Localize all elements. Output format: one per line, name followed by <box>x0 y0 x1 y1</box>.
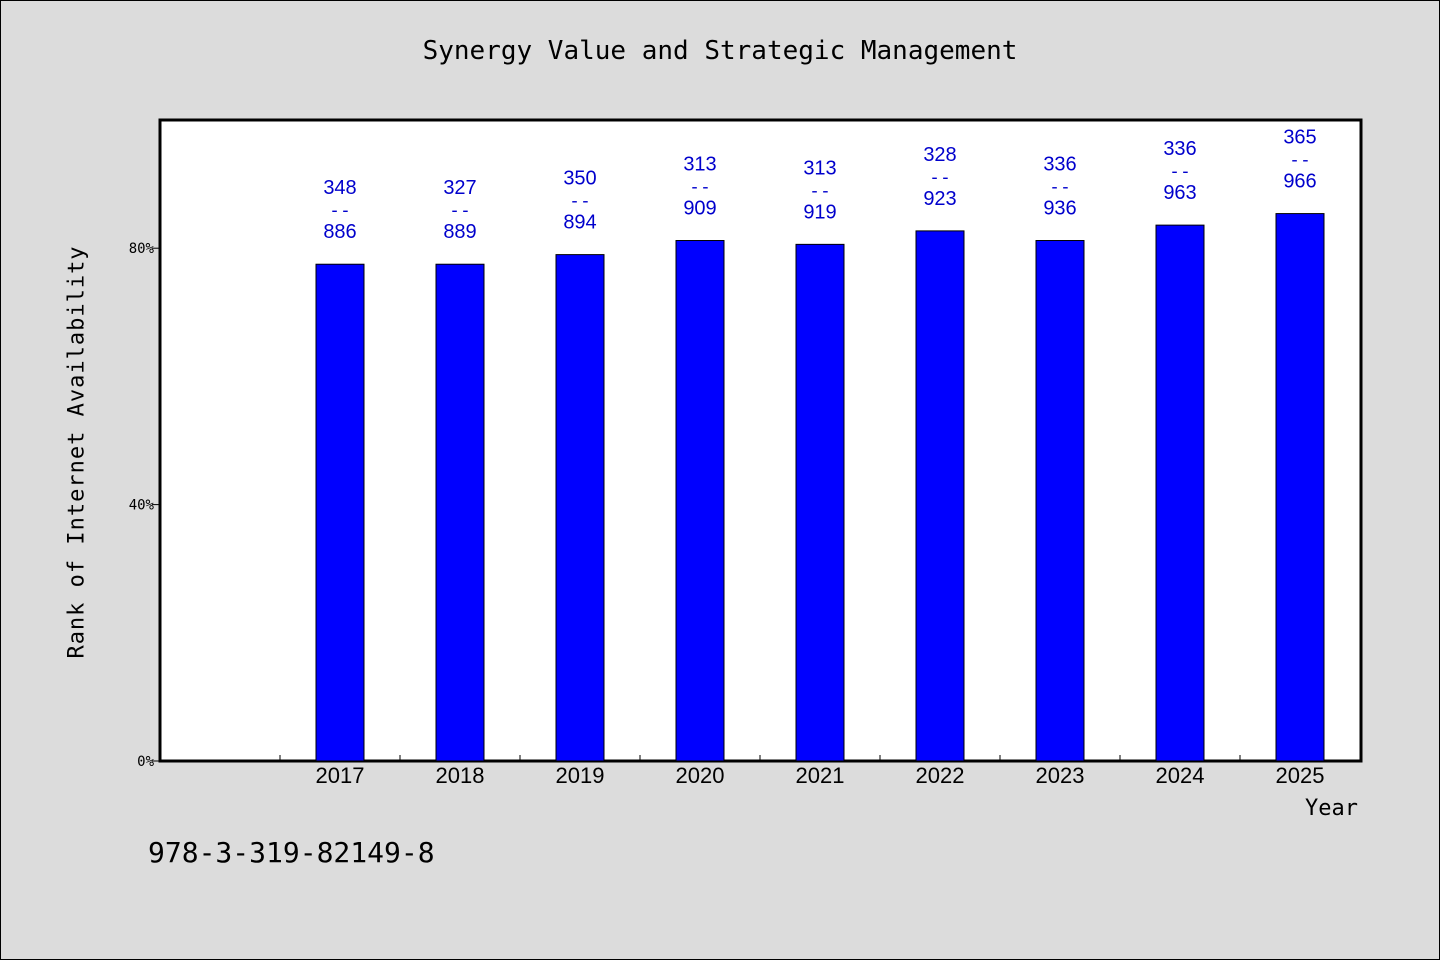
x-tick-label: 2017 <box>316 763 365 788</box>
x-tick-label: 2020 <box>676 763 725 788</box>
bar-2024 <box>1155 224 1205 762</box>
bar-2018 <box>435 263 485 762</box>
bar-2019 <box>555 254 605 762</box>
data-label-bottom: 966 <box>1283 171 1316 193</box>
data-label-bottom: 909 <box>683 198 716 220</box>
x-tick-label: 2019 <box>556 763 605 788</box>
x-tick-label: 2023 <box>1036 763 1085 788</box>
data-label-separator: -- <box>929 167 951 188</box>
data-label-separator: -- <box>449 200 471 221</box>
bar-2021 <box>795 243 845 762</box>
data-label-bottom: 919 <box>803 201 836 223</box>
data-label-bottom: 894 <box>563 212 596 234</box>
data-label-separator: -- <box>1049 177 1071 198</box>
data-label-separator: -- <box>329 200 351 221</box>
bar-2022 <box>915 230 965 762</box>
x-tick-label: 2024 <box>1156 763 1205 788</box>
chart-title: Synergy Value and Strategic Management <box>422 36 1018 66</box>
data-label-bottom: 889 <box>443 221 476 243</box>
bar-2025 <box>1275 213 1325 762</box>
x-tick-label: 2021 <box>796 763 845 788</box>
data-label-top: 336 <box>1163 138 1196 160</box>
data-label-bottom: 923 <box>923 188 956 210</box>
data-label-separator: -- <box>1289 150 1311 171</box>
x-tick-label: 2022 <box>916 763 965 788</box>
data-label-top: 336 <box>1043 154 1076 176</box>
x-axis-label: Year <box>1305 796 1358 821</box>
data-label-separator: -- <box>689 177 711 198</box>
bar-2017 <box>315 263 365 762</box>
bar-2023 <box>1035 240 1085 762</box>
y-tick-label: 40% <box>129 498 155 514</box>
data-label-bottom: 963 <box>1163 182 1196 204</box>
data-label-top: 350 <box>563 168 596 190</box>
bar-2020 <box>675 240 725 762</box>
data-label-top: 365 <box>1283 127 1316 149</box>
x-tick-label: 2025 <box>1276 763 1325 788</box>
data-label-top: 348 <box>323 177 356 199</box>
data-label-bottom: 936 <box>1043 198 1076 220</box>
data-label-top: 327 <box>443 177 476 199</box>
data-label-separator: -- <box>1169 161 1191 182</box>
data-label-separator: -- <box>809 180 831 201</box>
y-tick-label: 0% <box>137 754 154 770</box>
data-label-top: 313 <box>803 157 836 179</box>
x-tick-label: 2018 <box>436 763 485 788</box>
data-label-separator: -- <box>569 191 591 212</box>
data-label-top: 313 <box>683 154 716 176</box>
y-tick-label: 80% <box>129 241 155 257</box>
data-label-bottom: 886 <box>323 221 356 243</box>
data-label-top: 328 <box>923 144 956 166</box>
isbn-footnote: 978-3-319-82149-8 <box>148 836 435 869</box>
